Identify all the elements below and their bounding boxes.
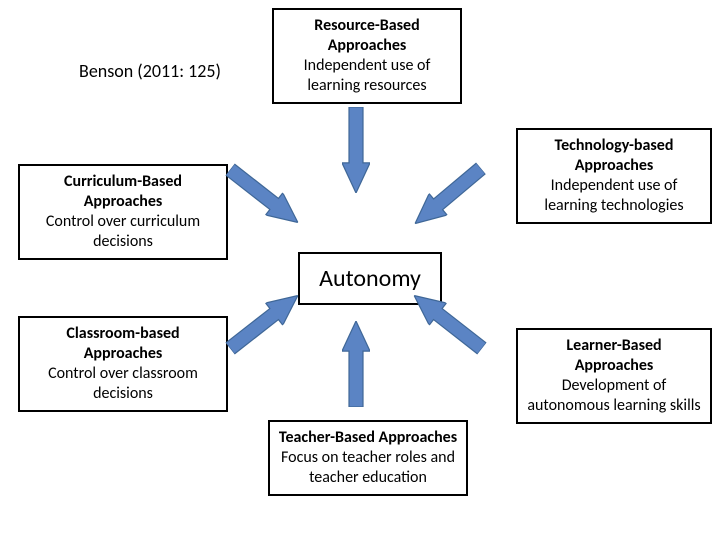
node-subtitle: Control over classroom decisions [28, 364, 218, 404]
node-subtitle: Focus on teacher roles and teacher educa… [278, 448, 458, 488]
node-title: Teacher-Based Approaches [278, 428, 458, 448]
node-subtitle: Independent use of learning technologies [526, 176, 702, 216]
node-title: Resource-Based Approaches [282, 16, 452, 56]
center-label: Autonomy [319, 264, 421, 293]
node-subtitle: Independent use of learning resources [282, 56, 452, 96]
node-technology: Technology-based Approaches Independent … [516, 128, 712, 224]
node-title: Technology-based Approaches [526, 136, 702, 176]
arrow-learner [405, 284, 490, 359]
node-curriculum: Curriculum-Based Approaches Control over… [18, 164, 228, 260]
node-learner: Learner-Based Approaches Development of … [516, 328, 712, 424]
citation-label: Benson (2011: 125) [70, 60, 230, 83]
node-subtitle: Development of autonomous learning skill… [526, 376, 702, 416]
node-title: Classroom-based Approaches [28, 324, 218, 364]
node-resource: Resource-Based Approaches Independent us… [272, 8, 462, 104]
arrow-teacher [342, 321, 370, 407]
arrow-resource [342, 107, 370, 193]
node-classroom: Classroom-based Approaches Control over … [18, 316, 228, 412]
node-subtitle: Control over curriculum decisions [28, 212, 218, 252]
citation-text: Benson (2011: 125) [79, 60, 221, 82]
node-title: Curriculum-Based Approaches [28, 172, 218, 212]
arrow-curriculum [221, 158, 306, 233]
node-title: Learner-Based Approaches [526, 336, 702, 376]
node-teacher: Teacher-Based Approaches Focus on teache… [268, 420, 468, 496]
arrow-classroom [221, 284, 306, 359]
arrow-technology [406, 158, 490, 235]
